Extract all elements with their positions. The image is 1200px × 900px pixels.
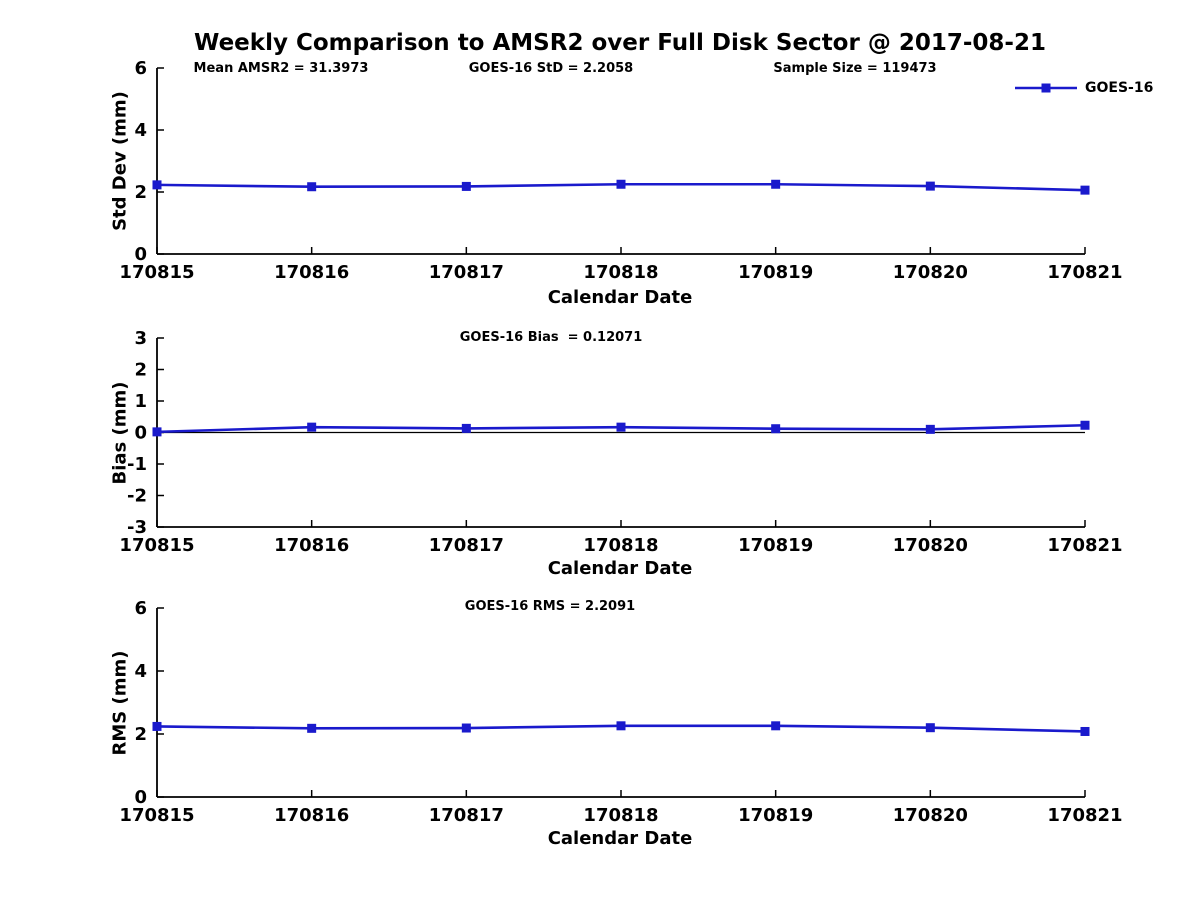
data-point-marker [152, 721, 162, 731]
data-point-marker [925, 181, 935, 191]
x-tick-label: 170820 [893, 535, 968, 556]
y-tick-label: 6 [134, 598, 147, 619]
x-axis-label-subplot2: Calendar Date [547, 558, 693, 579]
data-point-marker [925, 424, 935, 434]
legend-line-sample [1015, 83, 1077, 93]
annotation-mean-amsr2: Mean AMSR2 = 31.3973 [193, 61, 369, 76]
y-tick-label: 0 [134, 423, 147, 444]
x-tick-label: 170815 [119, 262, 194, 283]
x-tick-label: 170821 [1047, 805, 1122, 826]
annotation-goes16-std: GOES-16 StD = 2.2058 [468, 61, 634, 76]
y-tick-label: 0 [134, 787, 147, 808]
x-axis-label-subplot3: Calendar Date [547, 828, 693, 849]
y-axis-label-std-dev: Std Dev (mm) [109, 91, 131, 231]
data-point-marker [461, 181, 471, 191]
data-point-marker [771, 179, 781, 189]
data-point-marker [616, 422, 626, 432]
y-axis-label-rms: RMS (mm) [109, 650, 131, 756]
legend-label: GOES-16 [1085, 80, 1154, 96]
x-tick-label: 170816 [274, 262, 349, 283]
data-point-marker [152, 427, 162, 437]
data-point-marker [616, 721, 626, 731]
y-tick-label: 2 [134, 360, 147, 381]
x-tick-label: 170815 [119, 805, 194, 826]
data-point-marker [616, 179, 626, 189]
y-tick-label: 2 [134, 724, 147, 745]
data-point-marker [771, 424, 781, 434]
data-point-marker [461, 423, 471, 433]
data-point-marker [1080, 726, 1090, 736]
y-tick-label: 4 [134, 120, 147, 141]
y-tick-label: 6 [134, 58, 147, 79]
legend: GOES-16 [1015, 78, 1153, 98]
x-tick-label: 170817 [429, 262, 504, 283]
x-tick-label: 170818 [583, 805, 658, 826]
y-tick-label: -2 [127, 486, 147, 507]
figure-title: Weekly Comparison to AMSR2 over Full Dis… [194, 30, 1046, 56]
data-point-marker [1080, 420, 1090, 430]
x-tick-label: 170816 [274, 535, 349, 556]
data-point-marker [307, 422, 317, 432]
y-axis-label-bias: Bias (mm) [109, 381, 131, 485]
x-tick-label: 170818 [583, 535, 658, 556]
y-tick-label: 4 [134, 661, 147, 682]
data-point-marker [1080, 185, 1090, 195]
y-tick-label: -3 [127, 517, 147, 538]
subplot-3: 0 2 4 6 170815 170816 170817 170818 170819 170820… [119, 598, 1122, 826]
x-tick-label: 170819 [738, 805, 813, 826]
data-point-marker [307, 182, 317, 192]
x-tick-label: 170815 [119, 535, 194, 556]
x-tick-label: 170816 [274, 805, 349, 826]
subplot-1: 0 2 4 6 170815 170816 170817 170818 170819 170820… [119, 58, 1122, 283]
y-tick-label: -1 [127, 454, 147, 475]
annotation-sample-size: Sample Size = 119473 [773, 61, 937, 76]
x-tick-label: 170819 [738, 262, 813, 283]
x-tick-label: 170817 [429, 535, 504, 556]
annotation-goes16-rms: GOES-16 RMS = 2.2091 [464, 599, 636, 614]
annotation-goes16-bias: GOES-16 Bias = 0.12071 [459, 330, 643, 345]
y-tick-label: 0 [134, 244, 147, 265]
x-tick-label: 170818 [583, 262, 658, 283]
x-tick-label: 170821 [1047, 262, 1122, 283]
data-point-marker [771, 721, 781, 731]
x-tick-label: 170820 [893, 262, 968, 283]
x-tick-label: 170819 [738, 535, 813, 556]
subplot-2: -3 -2 -1 0 1 2 3 170815 170816 170817 170818 170819… [119, 328, 1122, 556]
y-tick-label: 2 [134, 182, 147, 203]
y-tick-label: 1 [134, 391, 147, 412]
x-tick-label: 170820 [893, 805, 968, 826]
data-point-marker [307, 723, 317, 733]
x-tick-label: 170821 [1047, 535, 1122, 556]
y-tick-label: 3 [134, 328, 147, 349]
data-point-marker [461, 723, 471, 733]
data-point-marker [925, 723, 935, 733]
data-point-marker [152, 180, 162, 190]
x-axis-label-subplot1: Calendar Date [547, 287, 693, 308]
x-tick-label: 170817 [429, 805, 504, 826]
legend-square-marker-icon [1041, 83, 1051, 93]
